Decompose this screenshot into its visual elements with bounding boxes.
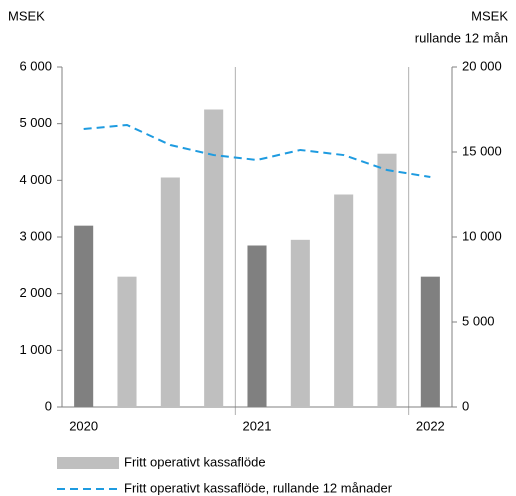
x-tick-label: 2020: [69, 418, 98, 433]
y2-tick-label: 5 000: [462, 313, 495, 328]
y2-tick-label: 0: [462, 398, 469, 413]
bar: [334, 194, 354, 407]
bar: [377, 153, 397, 407]
bar: [247, 245, 267, 407]
x-tick-label: 2022: [416, 418, 445, 433]
y2-tick-label: 15 000: [462, 143, 502, 158]
legend-swatch: [57, 457, 119, 469]
y-tick-label: 1 000: [19, 342, 52, 357]
y2-axis-label: rullande 12 mån: [415, 30, 508, 45]
x-tick-label: 2021: [243, 418, 272, 433]
line: [83, 123, 431, 178]
y-tick-label: 4 000: [19, 172, 52, 187]
bar: [420, 276, 440, 407]
y-tick-label: 2 000: [19, 285, 52, 300]
y2-axis-label: MSEK: [471, 8, 508, 23]
y-axis-label: MSEK: [8, 8, 45, 23]
y-tick-label: 6 000: [19, 58, 52, 73]
bar: [160, 177, 180, 407]
y-tick-label: 0: [45, 398, 52, 413]
bar: [117, 276, 137, 407]
y2-tick-label: 10 000: [462, 228, 502, 243]
bar: [204, 109, 224, 407]
y2-tick-label: 20 000: [462, 58, 502, 73]
bar: [74, 225, 94, 407]
y-tick-label: 5 000: [19, 115, 52, 130]
y-tick-label: 3 000: [19, 228, 52, 243]
legend-label: Fritt operativt kassaflöde: [124, 454, 266, 469]
legend-label: Fritt operativt kassaflöde, rullande 12 …: [124, 480, 393, 495]
bar: [290, 239, 310, 407]
